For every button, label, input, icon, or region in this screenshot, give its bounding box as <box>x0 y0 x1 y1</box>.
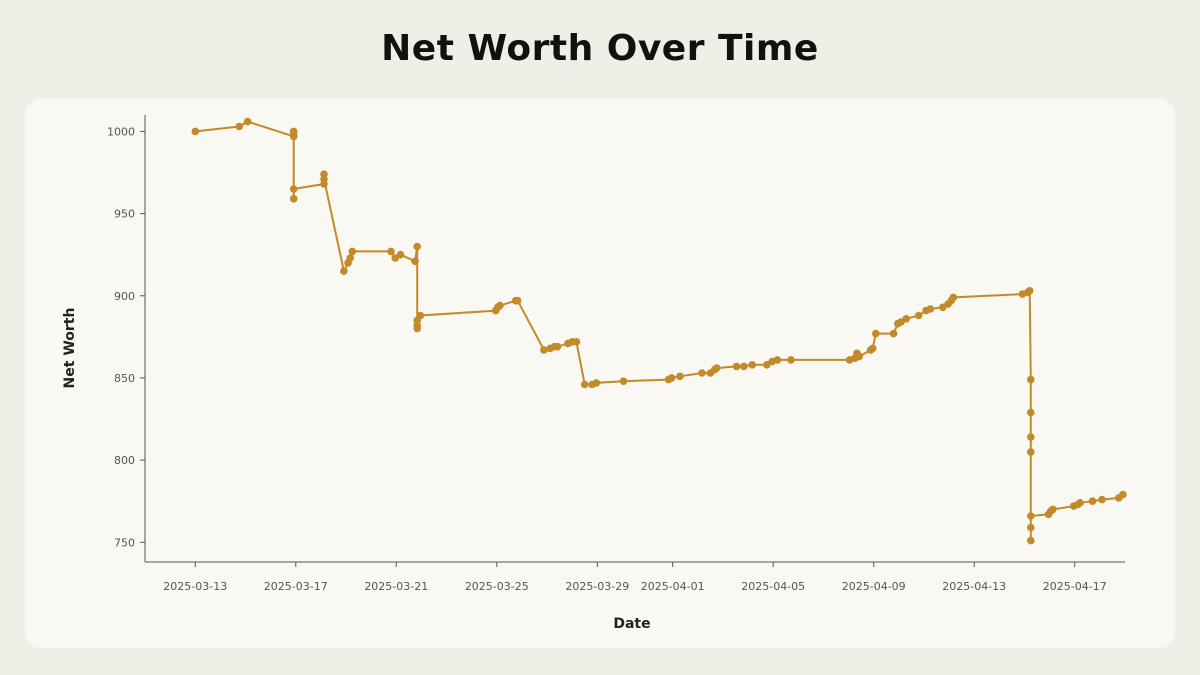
data-point <box>1027 536 1035 545</box>
data-point <box>1027 523 1035 532</box>
data-point <box>855 352 863 361</box>
data-point <box>416 311 425 320</box>
data-point <box>513 296 522 305</box>
x-tick-label: 2025-04-01 <box>641 580 705 593</box>
data-point <box>411 257 419 266</box>
chart-panel <box>25 99 1175 648</box>
data-point <box>540 346 548 354</box>
data-point <box>740 362 748 371</box>
data-point <box>949 293 958 302</box>
data-point <box>914 311 923 320</box>
data-point <box>572 338 581 346</box>
data-point <box>667 374 676 382</box>
data-point <box>1027 433 1035 441</box>
data-point <box>926 305 935 313</box>
x-axis-title: Date <box>613 616 650 632</box>
data-point <box>553 342 562 351</box>
y-tick-label: 950 <box>114 208 135 221</box>
y-tick-label: 900 <box>114 290 135 303</box>
data-point <box>732 362 741 371</box>
y-tick-label: 800 <box>114 454 135 467</box>
data-point <box>413 242 422 251</box>
data-point <box>191 127 200 136</box>
data-point <box>348 247 357 256</box>
data-point <box>1027 448 1035 456</box>
data-point <box>396 250 405 259</box>
data-point <box>235 122 243 131</box>
chart-title: Net Worth Over Time <box>381 28 819 69</box>
data-point <box>243 117 252 126</box>
data-point <box>698 369 706 377</box>
data-point <box>346 254 355 262</box>
data-point <box>748 361 757 369</box>
data-point <box>889 329 898 338</box>
data-point <box>712 364 721 372</box>
data-point <box>1098 495 1106 504</box>
x-tick-label: 2025-04-09 <box>842 580 906 593</box>
data-point <box>787 356 795 364</box>
y-tick-label: 1000 <box>107 125 135 138</box>
y-tick-label: 850 <box>114 372 135 385</box>
data-point <box>340 267 348 275</box>
data-point <box>773 356 782 364</box>
data-point <box>902 315 910 323</box>
data-point <box>1027 408 1035 417</box>
data-point <box>868 344 877 353</box>
data-point <box>676 372 684 381</box>
data-point <box>1027 375 1035 384</box>
series-line <box>195 120 1124 541</box>
data-point <box>580 380 589 389</box>
x-tick-label: 2025-04-13 <box>942 580 1006 593</box>
data-point <box>289 130 298 139</box>
data-point <box>592 379 601 387</box>
data-point <box>1088 497 1097 506</box>
data-point <box>320 175 328 183</box>
data-point <box>619 377 628 386</box>
x-tick-label: 2025-04-05 <box>741 580 805 593</box>
x-tick-label: 2025-03-17 <box>264 580 328 593</box>
data-point <box>1076 499 1084 507</box>
y-axis-title: Net Worth <box>62 308 78 389</box>
data-point <box>1119 490 1127 499</box>
data-point <box>872 329 880 338</box>
data-point <box>1027 512 1035 520</box>
x-tick-label: 2025-03-13 <box>163 580 227 593</box>
x-tick-label: 2025-03-21 <box>364 580 428 593</box>
y-tick-label: 750 <box>114 536 135 549</box>
x-tick-label: 2025-03-25 <box>465 580 529 593</box>
x-tick-label: 2025-04-17 <box>1043 580 1107 593</box>
data-point <box>289 195 298 203</box>
data-point <box>413 321 422 330</box>
data-point <box>387 247 395 256</box>
data-point <box>1025 287 1034 295</box>
data-point <box>289 185 298 193</box>
x-tick-label: 2025-03-29 <box>565 580 629 593</box>
data-point <box>1049 505 1057 514</box>
data-point <box>496 301 504 310</box>
